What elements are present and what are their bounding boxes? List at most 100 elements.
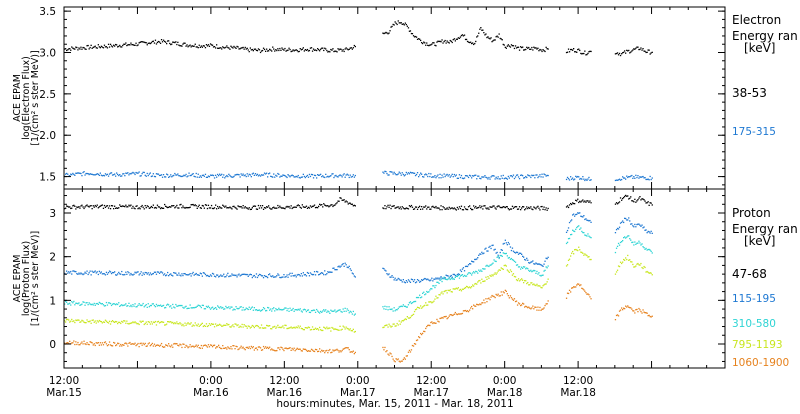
- data-point: [514, 206, 517, 208]
- data-point: [330, 175, 332, 177]
- data-point: [266, 309, 268, 312]
- data-point: [291, 309, 293, 311]
- data-point: [422, 208, 424, 210]
- data-point: [475, 40, 477, 43]
- data-point: [219, 173, 221, 175]
- data-point: [412, 301, 415, 303]
- data-point: [571, 219, 573, 221]
- data-point: [493, 249, 495, 251]
- data-point: [202, 174, 204, 176]
- data-point: [103, 321, 106, 323]
- data-point: [478, 280, 480, 282]
- data-point: [200, 207, 202, 209]
- data-point: [434, 278, 436, 280]
- data-point: [568, 51, 571, 53]
- data-point: [318, 49, 320, 51]
- data-point: [388, 354, 390, 356]
- data-point: [466, 40, 469, 43]
- data-point: [481, 205, 483, 207]
- data-point: [166, 274, 168, 276]
- data-point: [159, 207, 162, 210]
- data-point: [265, 327, 267, 329]
- data-point: [270, 275, 272, 277]
- data-point: [500, 291, 502, 293]
- data-point: [156, 305, 159, 307]
- data-point: [530, 176, 532, 179]
- data-point: [478, 206, 480, 209]
- data-point: [271, 328, 273, 330]
- data-point: [487, 178, 489, 180]
- data-point: [161, 272, 164, 274]
- data-point: [176, 274, 178, 276]
- data-point: [436, 207, 438, 209]
- data-point: [123, 304, 125, 306]
- data-point: [146, 172, 148, 175]
- data-point: [248, 51, 250, 53]
- data-point: [98, 46, 100, 48]
- data-point: [245, 325, 247, 327]
- data-point: [528, 269, 530, 272]
- data-point: [393, 323, 395, 325]
- data-point: [572, 229, 574, 231]
- data-point: [642, 175, 644, 178]
- data-point: [127, 322, 129, 325]
- data-point: [386, 172, 388, 175]
- data-point: [329, 205, 331, 207]
- data-point: [157, 344, 160, 346]
- data-point: [453, 278, 455, 280]
- data-point: [433, 206, 435, 208]
- data-point: [325, 350, 327, 352]
- data-point: [227, 46, 229, 49]
- data-point: [333, 350, 335, 352]
- data-point: [501, 39, 503, 41]
- data-point: [398, 278, 400, 280]
- data-point: [306, 48, 309, 51]
- data-point: [233, 45, 235, 48]
- data-point: [179, 204, 181, 206]
- data-point: [572, 250, 574, 253]
- data-point: [335, 203, 337, 205]
- data-point: [619, 241, 622, 244]
- data-point: [536, 309, 538, 311]
- data-point: [504, 289, 506, 291]
- data-point: [335, 311, 337, 313]
- data-point: [312, 205, 315, 207]
- data-point: [350, 330, 352, 332]
- data-point: [255, 49, 258, 51]
- data-point: [281, 309, 283, 311]
- data-point: [159, 344, 162, 346]
- data-point: [298, 176, 300, 179]
- data-point: [191, 273, 193, 275]
- data-point: [190, 204, 192, 206]
- data-point: [121, 304, 123, 306]
- data-point: [211, 306, 214, 308]
- data-point: [590, 237, 592, 239]
- data-point: [205, 44, 208, 46]
- data-point: [208, 176, 211, 178]
- data-point: [351, 272, 353, 274]
- data-point: [488, 297, 490, 299]
- data-point: [423, 278, 425, 280]
- data-point: [141, 204, 143, 207]
- data-point: [413, 36, 416, 38]
- data-point: [263, 275, 266, 277]
- data-point: [460, 205, 463, 207]
- data-point: [488, 277, 490, 279]
- data-point: [126, 206, 128, 208]
- data-point: [92, 46, 94, 49]
- data-point: [274, 176, 276, 178]
- data-point: [441, 280, 443, 283]
- data-point: [247, 175, 249, 177]
- data-point: [513, 275, 516, 278]
- data-point: [309, 205, 312, 207]
- data-point: [259, 205, 262, 207]
- data-point: [632, 241, 634, 243]
- data-point: [97, 321, 99, 323]
- data-point: [82, 206, 84, 208]
- data-point: [153, 42, 156, 44]
- data-point: [492, 40, 494, 42]
- data-point: [496, 206, 498, 208]
- data-point: [424, 330, 426, 333]
- data-point: [270, 328, 272, 330]
- data-point: [97, 303, 99, 305]
